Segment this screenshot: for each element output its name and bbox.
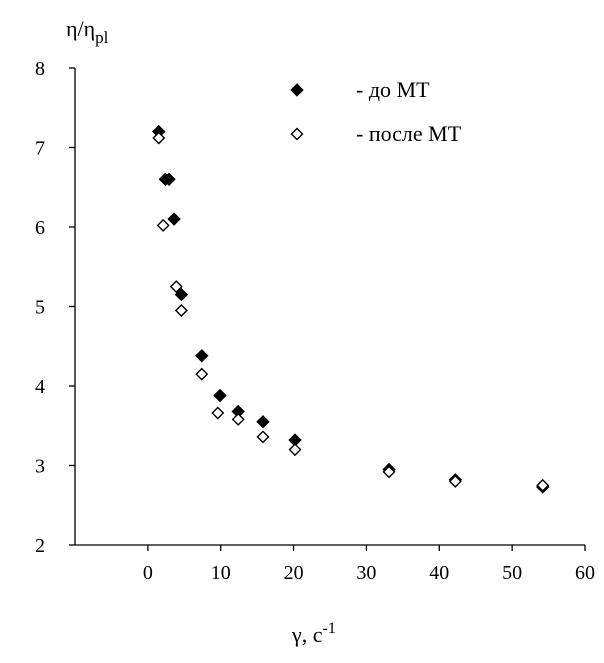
legend-label-do-mt: - до МТ [356,77,430,102]
point-posle-mt [152,131,166,145]
legend-label-posle-mt: - после МТ [356,121,462,146]
y-tick-label: 8 [35,58,45,80]
open-diamond-icon [290,127,304,141]
y-axis-label-sub: pl [95,28,109,47]
x-tick-label: 50 [502,562,522,584]
y-tick-label: 2 [35,535,45,557]
point-posle-mt [174,303,188,317]
y-tick-label: 5 [35,297,45,319]
legend-marker-posle-mt [290,127,304,141]
x-tick-label: 40 [429,562,449,584]
point-do-mt [256,415,270,429]
x-tick-label: 30 [356,562,376,584]
legend-marker-do-mt [290,83,304,97]
point-posle-mt [256,430,270,444]
point-posle-mt [536,478,550,492]
filled-diamond-icon [290,83,304,97]
point-posle-mt [169,280,183,294]
ticks: 2 3 4 5 6 7 8 0 10 20 30 40 50 60 [35,58,595,584]
point-posle-mt [288,443,302,457]
x-axis-label-main: γ, с [291,622,323,647]
x-tick-label: 0 [143,562,153,584]
legend: - до МТ - после МТ [290,77,462,146]
point-posle-mt [382,465,396,479]
point-do-mt [162,172,176,187]
y-tick-label: 6 [35,217,45,239]
x-tick-label: 10 [211,562,231,584]
y-tick-label: 3 [35,456,45,478]
point-posle-mt [156,218,170,232]
point-posle-mt [231,412,245,426]
y-tick-label: 4 [35,376,45,398]
axes [74,68,585,546]
point-do-mt [195,349,209,363]
point-posle-mt [195,367,209,381]
point-posle-mt [211,406,225,420]
y-tick-label: 7 [35,138,45,160]
point-do-mt [174,287,189,302]
y-axis-label-main: η/η [66,16,95,41]
point-do-mt [167,212,181,226]
x-axis-label: γ, с-1 [291,620,336,647]
data-points [152,124,550,494]
x-tick-label: 60 [575,562,595,584]
x-axis-label-sup: -1 [323,620,336,637]
y-axis-label: η/ηpl [66,16,109,47]
point-do-mt [213,388,227,403]
point-posle-mt [448,474,462,488]
x-tick-label: 20 [284,562,304,584]
